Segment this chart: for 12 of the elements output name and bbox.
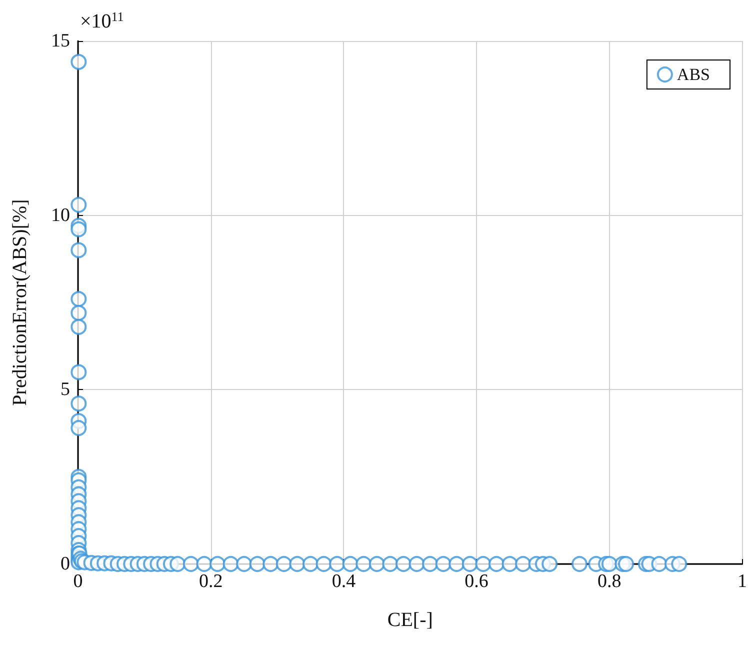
x-tick-label: 0.6 (464, 571, 488, 592)
x-tick-label: 0.2 (198, 571, 223, 592)
y-tick-label: 10 (51, 204, 70, 226)
x-tick-label: 0.4 (332, 571, 356, 592)
x-tick-label: 1 (738, 571, 747, 592)
y-tick-label: 15 (51, 30, 70, 52)
x-tick-label: 0.8 (598, 571, 622, 592)
x-axis-title: CE[-] (387, 609, 433, 631)
y-tick-label: 5 (60, 379, 70, 400)
y-axis-title: PredictionError(ABS)[%] (9, 199, 31, 406)
y-tick-label: 0 (60, 554, 70, 574)
legend-label: ABS (676, 65, 710, 84)
